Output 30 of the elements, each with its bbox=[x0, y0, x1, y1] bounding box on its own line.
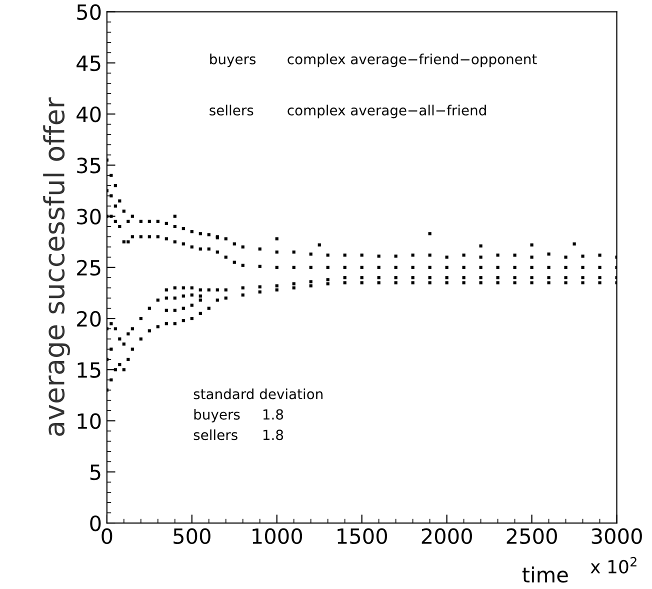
annotation: sellers bbox=[194, 429, 238, 440]
y-tick-label: 50 bbox=[77, 4, 101, 20]
y-tick-label: 45 bbox=[76, 56, 100, 72]
annotation: buyers bbox=[194, 408, 240, 422]
y-tick-label: 30 bbox=[77, 208, 101, 224]
y-axis-title: average successful offer bbox=[43, 97, 70, 436]
y-tick-label: 35 bbox=[77, 158, 100, 174]
x-tick-label: 1000 bbox=[252, 528, 302, 544]
y-tick-label: 0 bbox=[90, 515, 101, 532]
x-tick-label: 500 bbox=[174, 528, 210, 544]
annotation: buyers bbox=[210, 54, 256, 68]
x-tick-label: 1500 bbox=[338, 528, 387, 544]
text: x 10$^{2}$ bbox=[590, 556, 636, 574]
annotation: sellers bbox=[210, 104, 254, 116]
annotation: complex average−all−friend bbox=[288, 104, 486, 118]
y-tick-label: 40 bbox=[76, 106, 101, 122]
y-tick-label: 20 bbox=[77, 310, 101, 327]
x-tick-label: 0 bbox=[102, 528, 112, 544]
y-tick-label: 10 bbox=[78, 413, 101, 429]
x-axis-title: time bbox=[522, 566, 568, 583]
y-tick-label: 25 bbox=[77, 260, 100, 276]
annotation: complex average−friend−opponent bbox=[288, 54, 537, 68]
x-tick-label: 3000 bbox=[592, 528, 642, 544]
annotation: 1.8 bbox=[263, 409, 284, 420]
y-tick-label: 5 bbox=[90, 464, 100, 480]
annotation: standard deviation bbox=[194, 388, 322, 400]
x-tick-label: 2000 bbox=[422, 528, 472, 544]
y-tick-label: 15 bbox=[78, 362, 100, 378]
x-tick-label: 2500 bbox=[506, 528, 557, 544]
annotation: 1.8 bbox=[263, 430, 284, 440]
